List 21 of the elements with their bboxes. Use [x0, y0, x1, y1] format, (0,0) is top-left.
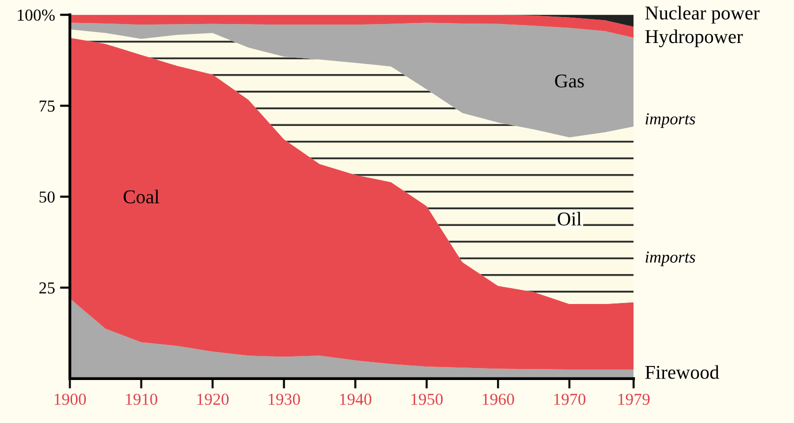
series-label: Nuclear power — [645, 6, 760, 24]
y-tick-label: 100% — [18, 10, 55, 21]
x-tick-label: 1910 — [126, 394, 158, 405]
series-label: Hydropower — [645, 30, 743, 48]
x-tick-label: 1979 — [618, 394, 650, 405]
x-tick-label: 1970 — [554, 394, 586, 405]
annotation: imports — [646, 113, 696, 128]
x-tick-label: 1950 — [411, 394, 443, 405]
series-label: Gas — [555, 74, 584, 88]
y-tick-label: 25 — [39, 282, 55, 294]
series-label: Oil — [558, 212, 582, 226]
y-tick-label: 50 — [40, 191, 55, 203]
x-tick-label: 1920 — [197, 394, 229, 405]
x-tick-label: 1960 — [482, 394, 514, 405]
x-tick-label: 1900 — [54, 394, 86, 405]
x-tick-label: 1930 — [268, 394, 300, 405]
series-label: Firewood — [645, 365, 720, 379]
y-tick-label: 75 — [40, 100, 55, 112]
annotation: imports — [646, 252, 696, 266]
series-label: Coal — [124, 190, 160, 204]
x-tick-label: 1940 — [340, 394, 372, 405]
